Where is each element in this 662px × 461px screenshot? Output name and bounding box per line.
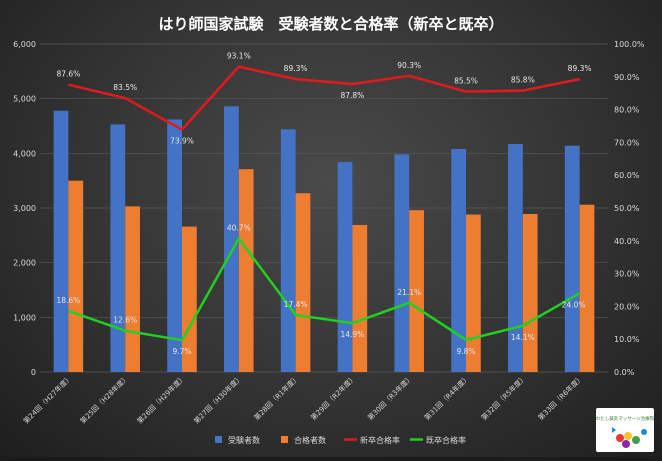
logo-petal-purple [622,440,630,448]
bar-examinees [53,110,69,373]
x-category-label: 第27回（H30年度） [192,373,244,425]
chart-title: はり師国家試験 受験者数と合格率（新卒と既卒） [158,15,503,33]
data-label: 73.9% [170,137,194,146]
x-category-label: 第29回（R2年度） [309,373,358,422]
data-label: 14.1% [511,333,535,342]
data-label: 93.1% [227,52,251,61]
x-category-label: 第24回（H27年度） [21,373,73,425]
data-label: 18.6% [56,296,80,305]
bar-examinees [508,144,523,372]
y-right-tick-label: 80.0% [614,106,640,115]
x-category-label: 第33回（R6年度） [536,373,585,422]
y-right-tick-label: 30.0% [614,270,640,279]
y-right-tick-label: 0.0% [614,368,635,377]
legend-label: 受験者数 [228,435,260,445]
data-label: 12.6% [113,316,137,325]
data-label: 40.7% [227,224,251,233]
data-label: 87.6% [56,70,80,79]
bar-passers [352,224,368,372]
logo-petal-blue [641,429,647,435]
data-label: 24.0% [562,300,586,309]
bars [53,106,595,373]
data-label: 85.5% [454,77,478,86]
y-left-tick-label: 2,000 [13,259,36,268]
y-left-tick-label: 4,000 [13,149,36,158]
y-left-tick-label: 0 [31,368,36,377]
bar-passers [125,206,140,372]
data-label: 89.3% [568,64,592,73]
y-right-tick-label: 90.0% [614,73,640,82]
data-labels: 87.6% 83.5% 73.9% 93.1% 89.3% 87.8% 90.3% 85.5%… [56,52,591,357]
y-left-tick-label: 3,000 [13,204,36,213]
bar-passers [238,169,254,372]
x-category-label: 第26回（H29年度） [135,373,187,425]
data-label: 89.3% [284,64,308,73]
logo-petal-green [632,436,640,444]
y-left-tick-label: 6,000 [13,40,36,49]
bar-examinees [451,148,466,372]
bar-passers [522,214,538,372]
data-label: 9.8% [456,347,475,356]
bar-examinees [224,106,239,372]
x-category-label: 第31回（R4年度） [422,373,471,422]
data-label: 87.8% [340,91,364,100]
x-category-label: 第30回（R3年度） [366,373,415,422]
legend: 受験者数 合格者数 新卒合格率 既卒合格率 [215,435,466,445]
y-left-tick-label: 5,000 [13,95,36,104]
bar-examinees [280,129,296,372]
bar-passers [409,210,424,372]
logo-petal-yellow [624,432,632,440]
data-label: 17.4% [284,300,308,309]
data-label: 9.7% [172,347,191,356]
bar-examinees [110,124,126,372]
data-label: 21.1% [397,288,421,297]
data-label: 90.3% [397,61,421,70]
y-right-tick-label: 20.0% [614,302,640,311]
legend-swatch [281,436,288,443]
clinic-logo: わたし鍼灸マッサージ治療院 [596,408,655,452]
bar-passers [295,193,311,372]
lines [67,65,581,342]
bar-examinees [167,119,182,372]
legend-label: 合格者数 [294,435,326,445]
bar-passers [579,204,595,372]
x-category-label: 第25回（H28年度） [78,373,130,425]
x-category-label: 第28回（R1年度） [252,373,301,422]
x-category-label: 第32回（R5年度） [479,373,528,422]
y-right-tick-label: 100.0% [614,40,645,49]
y-right-tick-label: 70.0% [614,138,640,147]
line-new-grad-pass-rate [68,65,580,131]
data-label: 14.9% [340,330,364,339]
y-axis-right: 0.0% 10.0% 20.0% 30.0% 40.0% 50.0% 60.0% 70.0% 8… [614,40,645,377]
bar-passers [68,180,84,372]
line-repeater-pass-rate [67,237,581,342]
legend-label: 既卒合格率 [426,435,466,445]
data-label: 85.8% [511,76,535,85]
y-right-tick-label: 40.0% [614,237,640,246]
bar-examinees [564,145,580,372]
logo-text: わたし鍼灸マッサージ治療院 [596,415,655,422]
y-right-tick-label: 10.0% [614,335,640,344]
logo-petal-red [616,434,624,442]
y-axis-left: 0 1,000 2,000 3,000 4,000 5,000 6,000 [13,40,36,377]
y-left-tick-label: 1,000 [13,313,36,322]
y-right-tick-label: 60.0% [614,171,640,180]
x-axis-categories: 第24回（H27年度） 第25回（H28年度） 第26回（H29年度） 第27回（H3… [21,373,585,425]
bar-examinees [337,162,353,372]
bar-passers [466,214,481,372]
data-label: 83.5% [113,83,137,92]
logo-flower-icon [612,427,616,433]
legend-swatch [215,436,222,443]
y-right-tick-label: 50.0% [614,204,640,213]
bar-examinees [394,154,410,372]
legend-label: 新卒合格率 [360,435,400,445]
